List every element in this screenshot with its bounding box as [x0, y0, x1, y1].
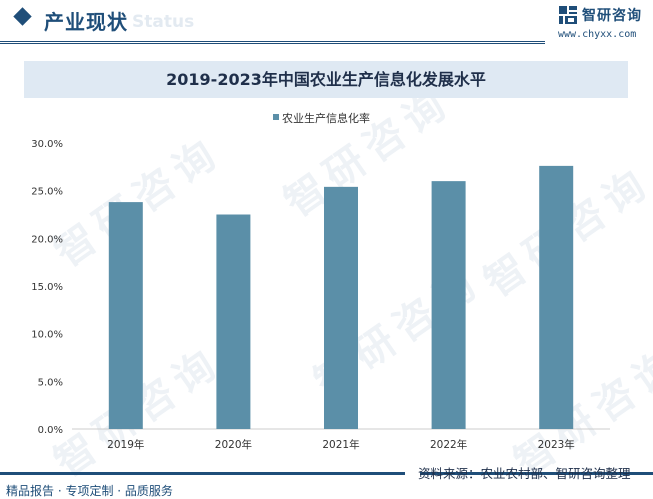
x-tick-label: 2023年 [538, 438, 575, 451]
x-tick-label: 2019年 [107, 438, 144, 451]
y-tick-label: 20.0% [31, 234, 63, 245]
footer-tagline: 精品报告 · 专项定制 · 品质服务 [6, 484, 173, 498]
bar [324, 186, 358, 429]
section-watermark: Status [132, 12, 195, 32]
brand-url: www.chyxx.com [558, 29, 637, 40]
x-tick-label: 2020年 [215, 438, 252, 451]
legend-label: 农业生产信息化率 [282, 112, 370, 125]
footer-divider [0, 472, 405, 475]
data-source: 资料来源：农业农村部、智研咨询整理 [418, 466, 631, 481]
y-tick-label: 0.0% [38, 425, 63, 436]
brand-name: 智研咨询 [582, 8, 642, 24]
y-tick-label: 25.0% [31, 187, 63, 198]
legend-swatch [273, 114, 279, 120]
bar [539, 165, 574, 429]
bar-chart: 0.0% 5.0% 10.0% 15.0% 20.0% 25.0% 30.0% 2019年 20… [31, 139, 610, 451]
y-tick-label: 15.0% [31, 282, 63, 293]
x-tick-label: 2022年 [430, 438, 467, 451]
chart-title: 2019-2023年中国农业生产信息化发展水平 [166, 70, 486, 89]
page-footer: 精品报告 · 专项定制 · 品质服务 资料来源：农业农村部、智研咨询整理 [0, 466, 653, 499]
footer-divider [420, 472, 653, 475]
brand-logo-icon [559, 6, 577, 24]
chart-title-band [24, 61, 628, 98]
bar [431, 181, 466, 429]
page-header: Status 产业现状 智研咨询 www.chyxx.com [0, 0, 653, 44]
y-tick-label: 5.0% [38, 377, 63, 388]
header-divider [0, 43, 545, 44]
bar [108, 202, 143, 429]
y-tick-label: 10.0% [31, 330, 63, 341]
bar [216, 214, 251, 429]
y-tick-label: 30.0% [31, 139, 63, 150]
section-title: 产业现状 [44, 10, 128, 34]
x-tick-label: 2021年 [322, 438, 359, 451]
header-divider [0, 41, 545, 42]
